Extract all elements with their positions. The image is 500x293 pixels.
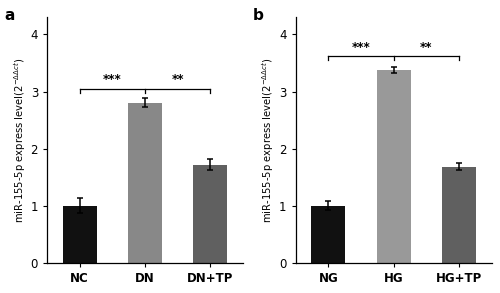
- Bar: [376, 70, 410, 263]
- Text: ***: ***: [103, 73, 122, 86]
- Y-axis label: miR-155-5p express level(2$^{-\Delta\Delta ct}$): miR-155-5p express level(2$^{-\Delta\Del…: [12, 57, 28, 223]
- Text: a: a: [4, 8, 14, 23]
- Bar: [442, 167, 476, 263]
- Bar: [312, 206, 346, 263]
- Bar: [63, 206, 96, 263]
- Text: **: **: [172, 73, 184, 86]
- Bar: [194, 165, 228, 263]
- Bar: [128, 103, 162, 263]
- Text: b: b: [252, 8, 264, 23]
- Text: **: **: [420, 41, 432, 54]
- Text: ***: ***: [352, 41, 370, 54]
- Y-axis label: miR-155-5p express level(2$^{-\Delta\Delta ct}$): miR-155-5p express level(2$^{-\Delta\Del…: [260, 57, 276, 223]
